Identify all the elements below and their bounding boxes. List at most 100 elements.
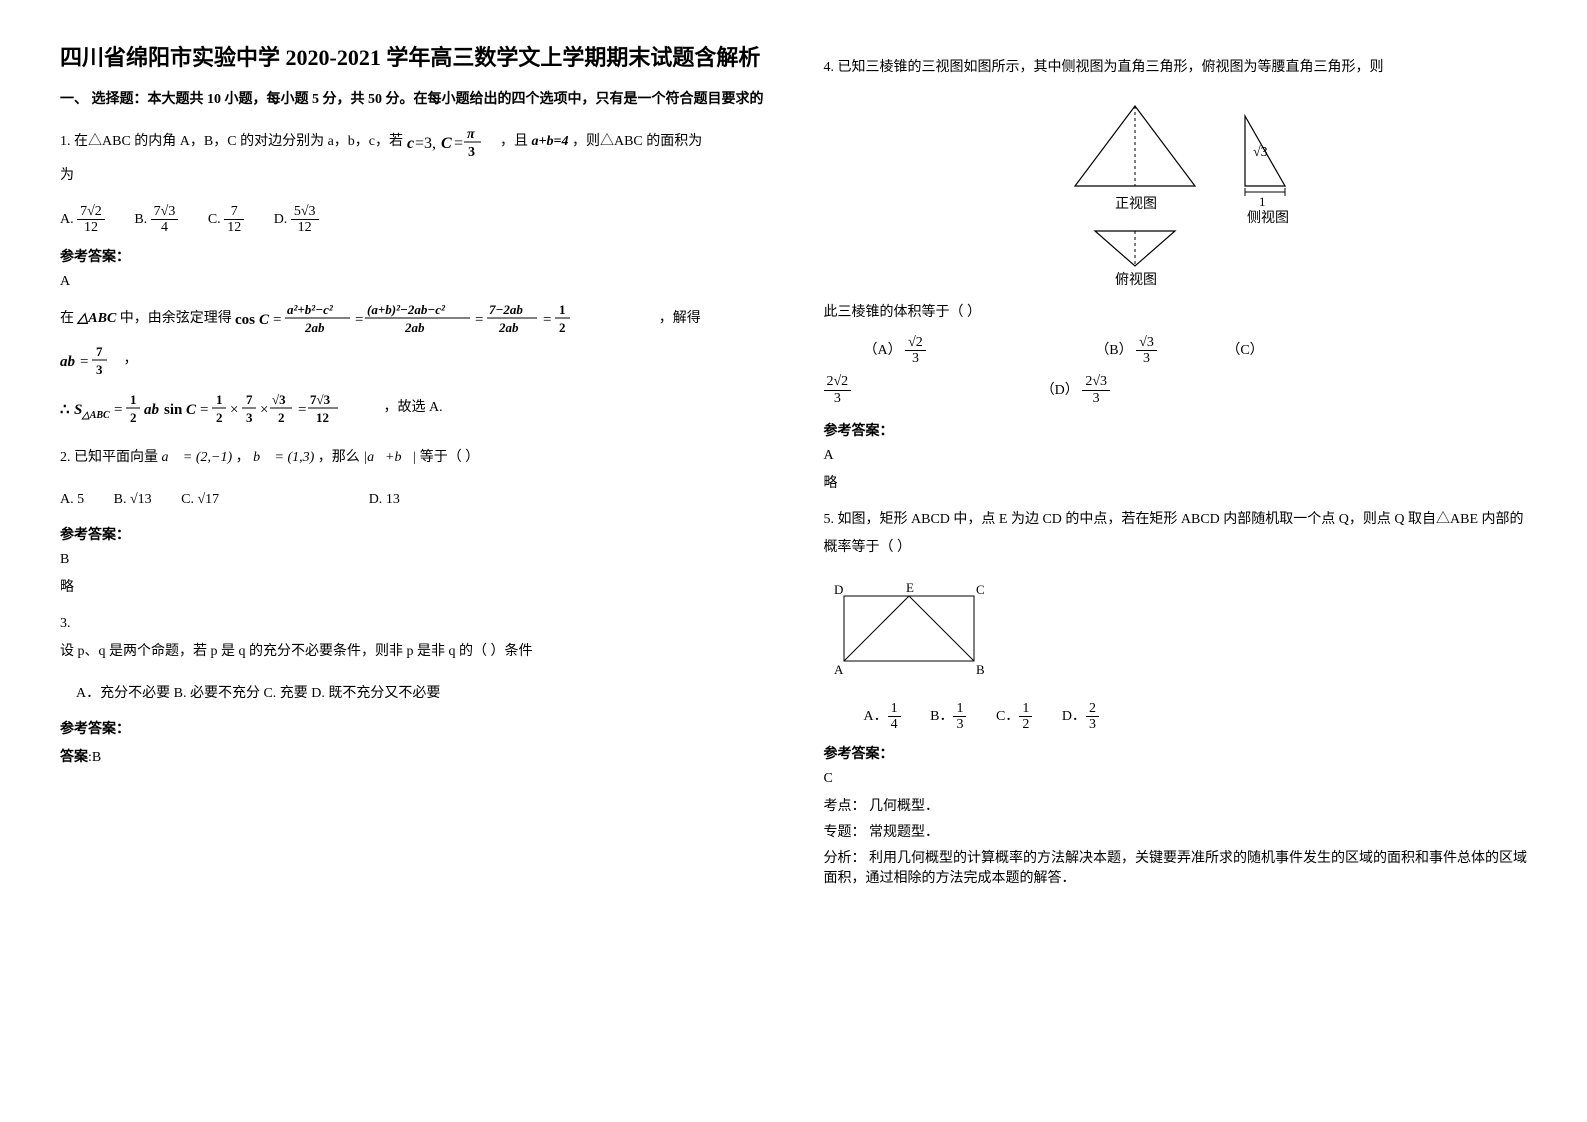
q2-prefix: 2. 已知平面向量 [60, 450, 158, 465]
q1-cond-mid: ，且 [500, 134, 528, 149]
q1-opt-b: B. 7√34 [134, 204, 178, 236]
q4-opt-c: （C） [1226, 331, 1263, 370]
q4-opt-d: （D） 2√33 [1041, 371, 1110, 410]
q5-analysis-text: 利用几何概型的计算概率的方法解决本题，关键要弄准所求的随机事件发生的区域的面积和… [824, 851, 1528, 886]
svg-text:1: 1 [1259, 194, 1266, 209]
q3-answer-prefix: 答案 [60, 750, 88, 765]
q4-result-line: 此三棱锥的体积等于（ ） [824, 301, 1528, 321]
svg-text:3: 3 [246, 410, 253, 425]
q2-vec-b: b⃗ = (1,3) [253, 450, 314, 465]
svg-text:∴: ∴ [60, 402, 70, 418]
q1-stem-suffix: ，则△ABC 的面积为 [572, 134, 702, 149]
q1-exp-prefix: 在 [60, 311, 74, 326]
q4-opt-b: （B） √33 [1095, 331, 1157, 370]
q2-vec-a: a⃗ = (2,−1) [162, 450, 233, 465]
q3-num: 3. [60, 610, 764, 638]
q2-mid: ，那么 [318, 450, 360, 465]
svg-text:ab: ab [144, 402, 160, 418]
svg-text:sin: sin [164, 402, 183, 418]
svg-text:2ab: 2ab [304, 320, 325, 335]
q1-explain-line1: 在 △ABC 中，由余弦定理得 cos C = a²+b²−c² 2ab = (… [60, 298, 764, 380]
q1-exp-comma: ， [124, 352, 138, 367]
q1-opt-a: A. 7√212 [60, 204, 105, 236]
svg-text:7: 7 [246, 392, 253, 407]
q2-sep1: ， [236, 450, 250, 465]
svg-text:D: D [834, 582, 843, 597]
q1-options: A. 7√212 B. 7√34 C. 712 D. 5√312 [60, 204, 764, 236]
svg-text:=: = [80, 354, 88, 370]
q1-cos-formula: cos C = a²+b²−c² 2ab = (a+b)²−2ab−c² 2ab… [235, 298, 655, 340]
q1-exp-get: ，解得 [659, 311, 701, 326]
q5-answer: C [824, 771, 1528, 787]
q2-opt-c: C. √17 [181, 486, 219, 514]
q5-answer-label: 参考答案： [824, 743, 1528, 763]
svg-text:=: = [273, 312, 281, 328]
q4-omit: 略 [824, 472, 1528, 492]
svg-text:△ABC: △ABC [81, 410, 110, 421]
q5-rect-diagram: D E C A B [824, 576, 1528, 691]
q2-opt-a: A. 5 [60, 486, 84, 514]
q5-topic: 专题： 常规题型． [824, 821, 1528, 841]
q5-opt-b: B．13 [930, 701, 966, 733]
q1-answer-label: 参考答案： [60, 246, 764, 266]
q3-answer: 答案:B [60, 746, 764, 766]
svg-text:3: 3 [468, 145, 475, 160]
q2-opt-b: B. √13 [114, 486, 152, 514]
q5-topic-label: 专题： [824, 825, 866, 840]
q5-options: A．14 B．13 C．12 D．23 [864, 701, 1528, 733]
page-title: 四川省绵阳市实验中学 2020-2021 学年高三数学文上学期期末试题含解析 [60, 40, 764, 72]
q4-answer: A [824, 448, 1528, 464]
svg-text:=: = [543, 312, 551, 328]
q2-answer-label: 参考答案： [60, 524, 764, 544]
q4-three-views: √3 1 正视图 侧视图 俯视图 [1015, 96, 1335, 286]
svg-text:C: C [976, 582, 985, 597]
svg-text:C: C [186, 402, 197, 418]
q1-opt-d: D. 5√312 [274, 204, 319, 236]
q5-kp-label: 考点： [824, 799, 866, 814]
q1-explain-line2: ∴ S △ABC = 1 2 ab sin C = 1 2 × 7 3 × √3 [60, 386, 764, 430]
q5-analysis: 分析： 利用几何概型的计算概率的方法解决本题，关键要弄准所求的随机事件发生的区域… [824, 847, 1528, 887]
svg-text:C: C [259, 312, 270, 328]
q1-exp-mid: 中，由余弦定理得 [120, 311, 236, 326]
q5-opt-c: C．12 [996, 701, 1032, 733]
front-view-label: 正视图 [1115, 196, 1157, 212]
q5-analysis-label: 分析： [824, 851, 866, 866]
svg-text:7√3: 7√3 [310, 392, 331, 407]
svg-text:a²+b²−c²: a²+b²−c² [287, 302, 334, 317]
q5-kp-text: 几何概型． [869, 799, 939, 814]
svg-text:C: C [441, 135, 452, 152]
svg-text:=: = [475, 312, 483, 328]
svg-text:B: B [976, 662, 985, 677]
svg-text:3: 3 [96, 362, 103, 377]
svg-text:1: 1 [559, 302, 566, 317]
question-1: 1. 在△ABC 的内角 A，B，C 的对边分别为 a，b，c，若 c =3, … [60, 122, 764, 190]
q1-cond1-formula: c =3, C = π 3 [407, 122, 497, 162]
q2-opt-d: D. 13 [369, 486, 400, 514]
svg-text:A: A [834, 662, 844, 677]
svg-text:7: 7 [96, 344, 103, 359]
svg-text:2: 2 [130, 410, 137, 425]
q4-opt-a: （A） √23 [864, 331, 926, 370]
q2-omit: 略 [60, 576, 764, 596]
q1-exp-tri: △ABC [78, 311, 117, 326]
svg-text:=: = [355, 312, 363, 328]
question-4: 4. 已知三棱锥的三视图如图所示，其中侧视图为直角三角形，俯视图为等腰直角三角形… [824, 54, 1528, 82]
svg-text:c: c [407, 135, 414, 152]
q5-opt-d: D．23 [1062, 701, 1099, 733]
question-3: 3. 设 p、q 是两个命题，若 p 是 q 的充分不必要条件，则非 p 是非 … [60, 610, 764, 666]
q3-answer-label: 参考答案： [60, 718, 764, 738]
q2-norm: |a⃗+b⃗| [363, 450, 416, 465]
q4-answer-label: 参考答案： [824, 420, 1528, 440]
q2-suffix: 等于（ ） [420, 450, 480, 465]
q2-answer: B [60, 552, 764, 568]
q1-exp2-suffix: ，故选 A. [384, 400, 443, 415]
svg-text:cos: cos [235, 312, 255, 328]
q1-area-formula: ∴ S △ABC = 1 2 ab sin C = 1 2 × 7 3 × √3 [60, 386, 380, 430]
svg-text:2: 2 [559, 320, 566, 335]
svg-text:×: × [260, 402, 268, 418]
svg-text:=3,: =3, [415, 135, 436, 152]
q4-views-diagram: √3 1 正视图 侧视图 俯视图 [824, 96, 1528, 291]
svg-text:1: 1 [130, 392, 137, 407]
q3-options: A．充分不必要 B. 必要不充分 C. 充要 D. 既不充分又不必要 [76, 680, 764, 708]
q4-opt-c-val: 2√23 [824, 371, 852, 410]
